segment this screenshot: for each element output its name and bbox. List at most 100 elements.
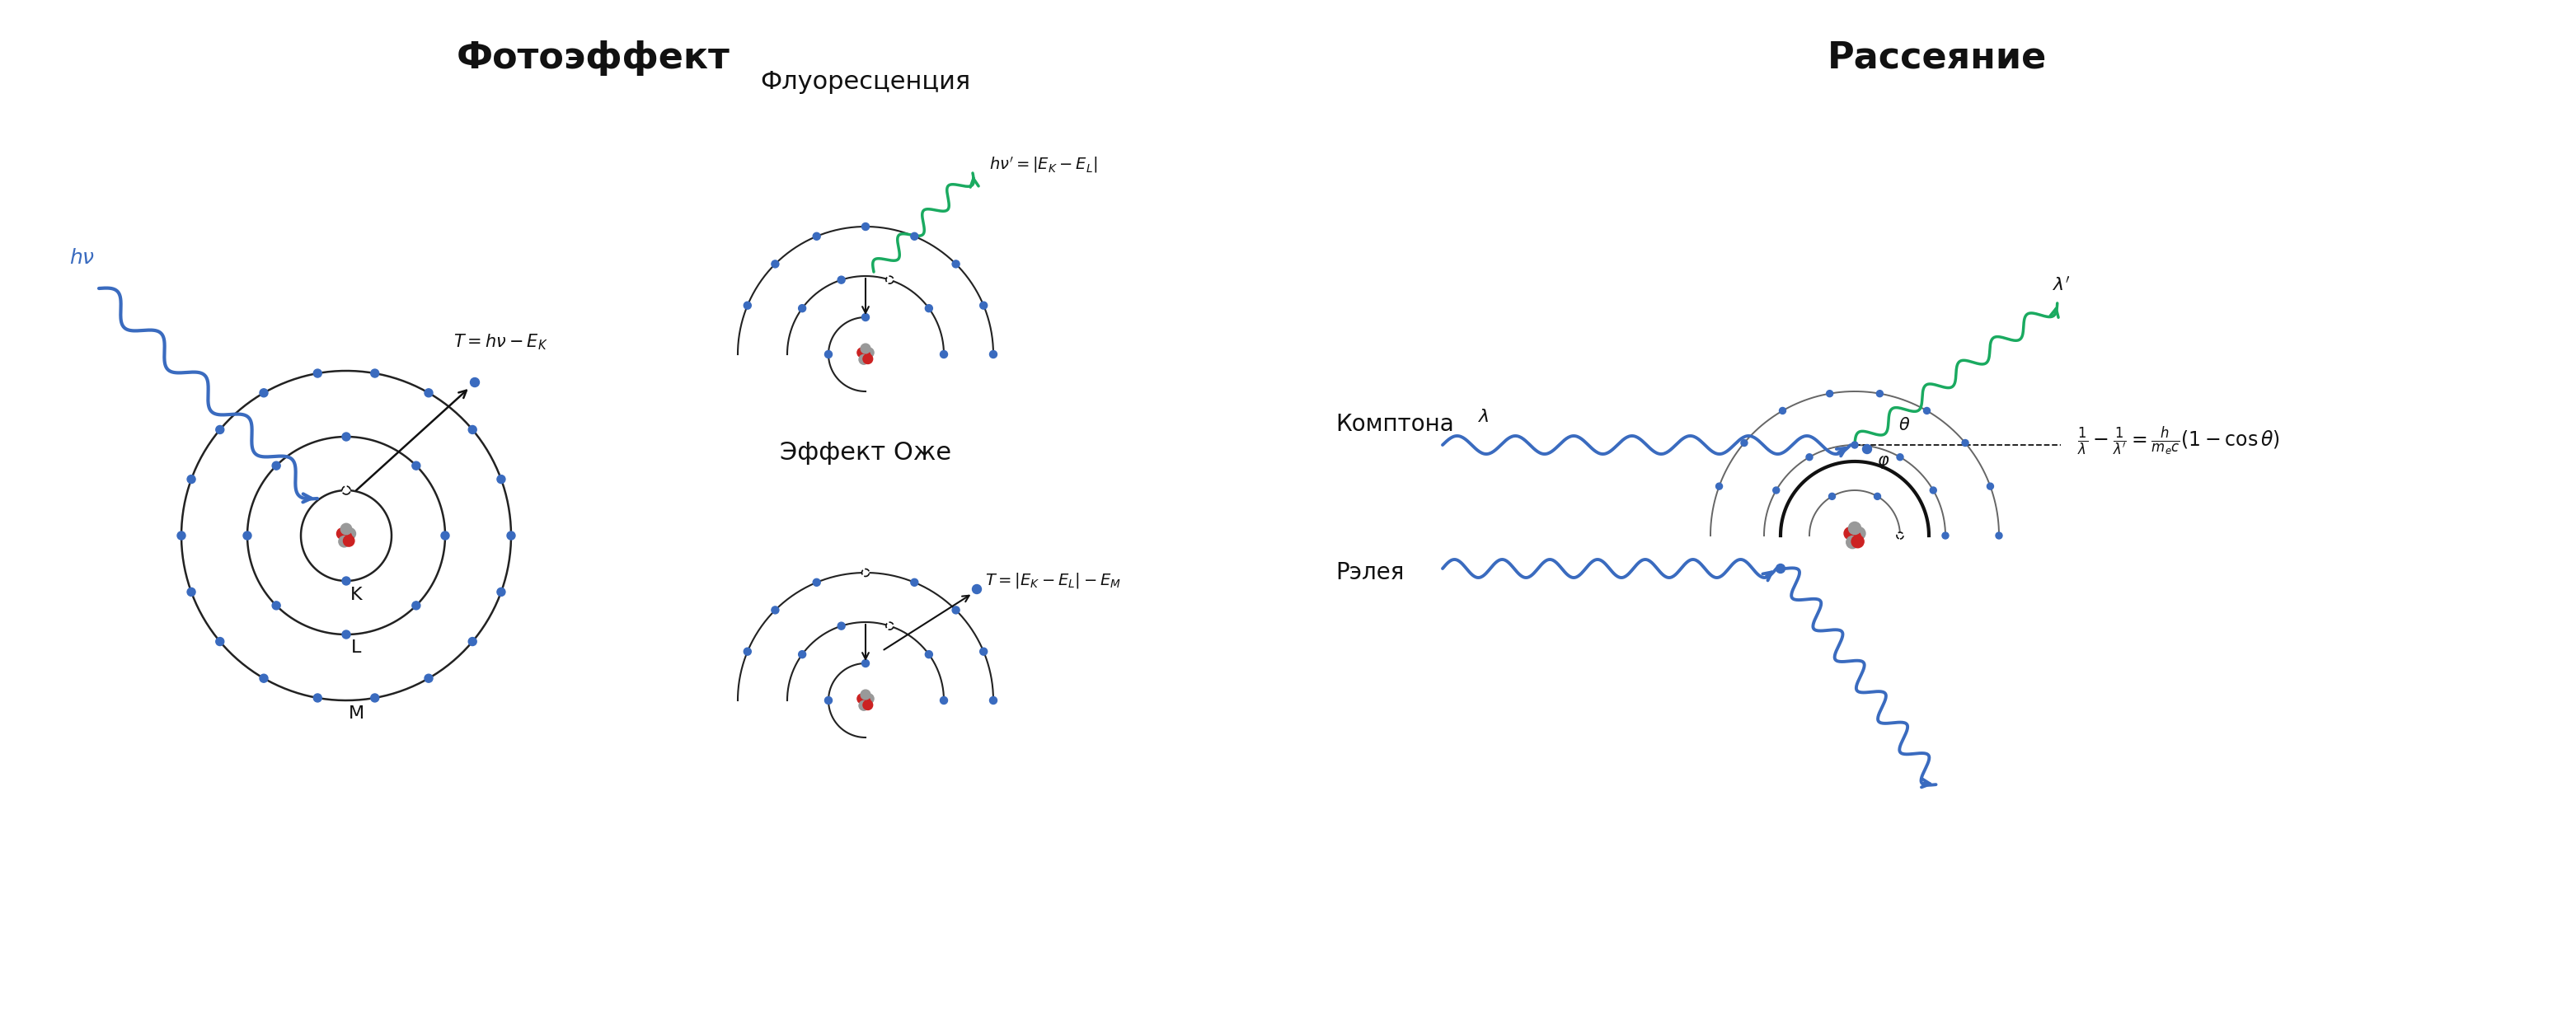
Circle shape xyxy=(979,648,987,655)
Circle shape xyxy=(260,388,268,397)
Circle shape xyxy=(837,276,845,283)
Text: $T = |E_K - E_L| - E_M$: $T = |E_K - E_L| - E_M$ xyxy=(984,572,1121,590)
Text: $\lambda$: $\lambda$ xyxy=(1479,409,1489,425)
Circle shape xyxy=(273,602,281,610)
Circle shape xyxy=(371,694,379,702)
Circle shape xyxy=(343,536,355,546)
Circle shape xyxy=(1924,408,1929,414)
Circle shape xyxy=(863,694,873,703)
Circle shape xyxy=(770,607,778,614)
Text: $T = h\nu - E_K$: $T = h\nu - E_K$ xyxy=(453,333,549,351)
Circle shape xyxy=(1806,454,1814,460)
Circle shape xyxy=(343,486,350,494)
Circle shape xyxy=(860,350,871,360)
Circle shape xyxy=(886,276,894,283)
Circle shape xyxy=(858,354,868,365)
Circle shape xyxy=(744,302,752,309)
Text: M: M xyxy=(348,706,363,722)
Circle shape xyxy=(799,305,806,312)
Circle shape xyxy=(425,388,433,397)
Circle shape xyxy=(440,531,448,540)
Circle shape xyxy=(971,585,981,593)
Circle shape xyxy=(940,350,948,358)
Text: Эффект Оже: Эффект Оже xyxy=(781,441,951,466)
Circle shape xyxy=(1829,493,1834,500)
Circle shape xyxy=(1780,408,1785,414)
Circle shape xyxy=(343,433,350,441)
Text: K: K xyxy=(350,587,363,604)
Circle shape xyxy=(799,651,806,658)
Circle shape xyxy=(1929,487,1937,493)
Text: $\varphi$: $\varphi$ xyxy=(1878,454,1891,471)
Text: Рассеяние: Рассеяние xyxy=(1826,40,2048,75)
Circle shape xyxy=(1826,390,1834,397)
Circle shape xyxy=(1852,536,1865,548)
Circle shape xyxy=(1942,533,1947,539)
Circle shape xyxy=(744,648,752,655)
Circle shape xyxy=(1875,390,1883,397)
Circle shape xyxy=(340,531,353,543)
Circle shape xyxy=(989,350,997,358)
Circle shape xyxy=(886,622,894,629)
Circle shape xyxy=(412,461,420,470)
Circle shape xyxy=(469,638,477,646)
Circle shape xyxy=(371,369,379,377)
Circle shape xyxy=(188,475,196,483)
Circle shape xyxy=(863,659,868,667)
Circle shape xyxy=(837,622,845,629)
Circle shape xyxy=(1772,487,1780,493)
Circle shape xyxy=(912,233,917,240)
Circle shape xyxy=(858,348,868,357)
Circle shape xyxy=(1996,533,2002,539)
Circle shape xyxy=(979,302,987,309)
Circle shape xyxy=(1862,445,1873,453)
Circle shape xyxy=(260,675,268,683)
Circle shape xyxy=(1850,522,1860,535)
Text: Фотоэффект: Фотоэффект xyxy=(456,40,732,75)
Text: $\theta$: $\theta$ xyxy=(1899,417,1911,434)
Circle shape xyxy=(507,531,515,540)
Circle shape xyxy=(1896,533,1904,539)
Circle shape xyxy=(216,638,224,646)
Circle shape xyxy=(860,696,871,707)
Circle shape xyxy=(912,579,917,586)
Circle shape xyxy=(1844,527,1857,540)
Circle shape xyxy=(1850,530,1860,543)
Circle shape xyxy=(863,348,873,357)
Circle shape xyxy=(337,528,348,539)
Circle shape xyxy=(770,261,778,268)
Circle shape xyxy=(1741,440,1747,446)
Text: L: L xyxy=(350,640,361,656)
Circle shape xyxy=(989,696,997,705)
Circle shape xyxy=(863,222,868,231)
Circle shape xyxy=(1963,440,1968,446)
Circle shape xyxy=(1852,442,1857,448)
Circle shape xyxy=(824,696,832,705)
Text: $h\nu$: $h\nu$ xyxy=(70,248,95,268)
Text: $\lambda'$: $\lambda'$ xyxy=(2053,276,2071,295)
Text: Комптона: Комптона xyxy=(1334,413,1453,436)
Circle shape xyxy=(178,531,185,540)
Circle shape xyxy=(343,630,350,639)
Circle shape xyxy=(314,694,322,702)
Circle shape xyxy=(216,425,224,434)
Text: Флуоресценция: Флуоресценция xyxy=(760,70,971,95)
Circle shape xyxy=(814,233,819,240)
Circle shape xyxy=(1852,527,1865,540)
Circle shape xyxy=(242,531,252,540)
Circle shape xyxy=(863,569,868,577)
Text: $\frac{1}{\lambda} - \frac{1}{\lambda^{\prime}} = \frac{h}{m_e c}(1-\cos\theta)$: $\frac{1}{\lambda} - \frac{1}{\lambda^{\… xyxy=(2076,424,2280,457)
Circle shape xyxy=(953,261,961,268)
Circle shape xyxy=(814,579,819,586)
Circle shape xyxy=(412,602,420,610)
Circle shape xyxy=(1716,483,1723,489)
Circle shape xyxy=(497,588,505,596)
Circle shape xyxy=(863,313,868,321)
Circle shape xyxy=(858,700,868,711)
Circle shape xyxy=(1847,536,1860,549)
Text: $h\nu' = |E_K - E_L|$: $h\nu' = |E_K - E_L|$ xyxy=(989,154,1097,175)
Circle shape xyxy=(860,344,871,353)
Circle shape xyxy=(1775,564,1785,573)
Circle shape xyxy=(925,651,933,658)
Circle shape xyxy=(863,700,873,710)
